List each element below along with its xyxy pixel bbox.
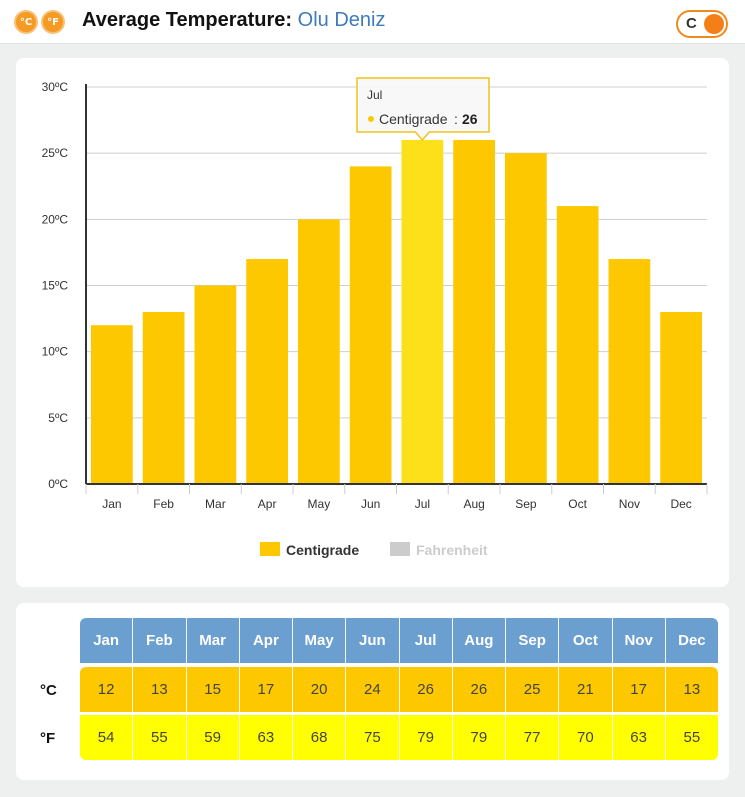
fahrenheit-cell-jul: 79 — [400, 715, 453, 760]
bar-jan — [91, 325, 133, 484]
tooltip-series-name: Centigrade — [379, 111, 448, 127]
location-name: Olu Deniz — [297, 9, 386, 31]
tooltip-series-dot — [368, 116, 374, 122]
table-header-row: Jan Feb Mar Apr May Jun Jul Aug Sep Oct Nov Dec — [80, 618, 718, 663]
bar-feb — [142, 311, 185, 484]
fahrenheit-cell-mar: 59 — [187, 715, 240, 760]
tooltip-category: Jul — [367, 88, 382, 102]
celsius-cell-sep: 25 — [506, 667, 560, 712]
y-tick-label: 5ºC — [48, 411, 68, 425]
y-tick-label: 30ºC — [42, 80, 69, 94]
celsius-row: 12 13 15 17 20 24 26 26 25 21 17 13 — [80, 667, 718, 712]
legend-swatch-centigrade — [260, 542, 280, 556]
celsius-cell-mar: 15 — [187, 667, 240, 712]
x-tick-label: Jan — [102, 497, 121, 511]
month-header-sep: Sep — [506, 618, 560, 663]
month-header-mar: Mar — [187, 618, 240, 663]
bar-dec — [660, 311, 702, 484]
celsius-cell-dec: 13 — [683, 681, 701, 698]
bar-apr — [246, 259, 288, 484]
fahrenheit-cell-oct: 70 — [559, 715, 613, 760]
bar-oct — [556, 206, 599, 484]
x-tick-label: Aug — [463, 497, 484, 511]
x-tick-label: Nov — [619, 497, 640, 511]
temperature-chart: 0ºC 5ºC 10ºC 15ºC 20ºC 25ºC 30ºC Jan Feb Mar Apr Ma… — [42, 77, 708, 558]
celsius-row-label: °C — [40, 682, 57, 699]
fahrenheit-row: 54 55 59 63 68 75 79 79 77 70 63 55 — [80, 715, 718, 760]
fahrenheit-row-label: °F — [40, 730, 56, 747]
celsius-cell-apr: 17 — [240, 667, 293, 712]
fahrenheit-cell-sep: 77 — [506, 715, 560, 760]
bar-may — [298, 219, 340, 485]
table-card: Jan Feb Mar Apr May Jun Jul Aug Sep Oct Nov Dec °C … — [16, 603, 729, 780]
y-tick-label: 25ºC — [42, 146, 69, 160]
tooltip-value: 26 — [462, 111, 478, 127]
header: °C °F Average Temperature: Olu Deniz C — [0, 0, 745, 44]
x-tick-label: Jul — [415, 497, 430, 511]
y-tick-label: 0ºC — [48, 477, 68, 491]
celsius-cell-nov: 17 — [613, 667, 666, 712]
month-header-jan: Jan — [80, 618, 134, 663]
title-label: Average Temperature: — [82, 9, 293, 31]
x-tick-label: Dec — [670, 497, 691, 511]
month-header-feb: Feb — [133, 618, 187, 663]
month-header-jul: Jul — [400, 618, 453, 663]
x-tick-label: Apr — [258, 497, 277, 511]
month-header-jun: Jun — [346, 618, 400, 663]
fahrenheit-cell-feb: 55 — [133, 715, 187, 760]
x-tick-label: May — [308, 497, 331, 511]
bar-jul — [401, 139, 444, 484]
toggle-knob[interactable] — [704, 14, 724, 34]
celsius-cell-jan: 12 — [80, 667, 134, 712]
celsius-cell-jun: 24 — [346, 667, 400, 712]
y-tick-label: 10ºC — [42, 345, 69, 359]
fahrenheit-cell-apr: 63 — [240, 715, 293, 760]
month-header-oct: Oct — [559, 618, 613, 663]
bar-mar — [194, 285, 237, 484]
x-tick-label: Mar — [205, 497, 226, 511]
bar-jun — [349, 166, 392, 484]
x-tick-label: Feb — [153, 497, 174, 511]
x-tick-label: Oct — [568, 497, 587, 511]
unit-icons: °C °F — [14, 10, 65, 34]
bar-sep — [505, 153, 547, 484]
legend-swatch-fahrenheit — [390, 542, 410, 556]
fahrenheit-cell-dec: 55 — [683, 729, 701, 746]
fahrenheit-icon[interactable]: °F — [41, 10, 65, 34]
unit-toggle[interactable]: C — [676, 10, 728, 38]
celsius-cell-aug: 26 — [453, 667, 506, 712]
month-header-aug: Aug — [453, 618, 506, 663]
x-tick-label: Sep — [515, 497, 537, 511]
celsius-icon[interactable]: °C — [14, 10, 38, 34]
y-tick-label: 20ºC — [42, 212, 69, 226]
fahrenheit-cell-aug: 79 — [453, 715, 506, 760]
month-header-dec: Dec — [678, 632, 706, 649]
month-header-may: May — [293, 618, 347, 663]
fahrenheit-cell-jun: 75 — [346, 715, 400, 760]
fahrenheit-cell-jan: 54 — [80, 715, 134, 760]
tooltip-colon: : — [454, 111, 458, 127]
month-header-nov: Nov — [613, 618, 666, 663]
unit-toggle-label: C — [686, 15, 697, 32]
chart-card: 0ºC 5ºC 10ºC 15ºC 20ºC 25ºC 30ºC Jan Feb Mar Apr Ma… — [16, 58, 729, 587]
celsius-cell-feb: 13 — [133, 667, 187, 712]
tooltip — [356, 77, 490, 142]
fahrenheit-cell-nov: 63 — [613, 715, 666, 760]
bar-nov — [608, 259, 651, 484]
celsius-cell-jul: 26 — [400, 667, 453, 712]
legend-label-centigrade: Centigrade — [286, 542, 359, 558]
bar-aug — [453, 139, 495, 484]
x-tick-label: Jun — [361, 497, 380, 511]
page-title: Average Temperature: Olu Deniz — [82, 9, 385, 32]
month-header-apr: Apr — [240, 618, 293, 663]
celsius-cell-oct: 21 — [559, 667, 613, 712]
y-tick-label: 15ºC — [42, 279, 69, 293]
celsius-cell-may: 20 — [293, 667, 347, 712]
legend-label-fahrenheit: Fahrenheit — [416, 542, 488, 558]
fahrenheit-cell-may: 68 — [293, 715, 347, 760]
